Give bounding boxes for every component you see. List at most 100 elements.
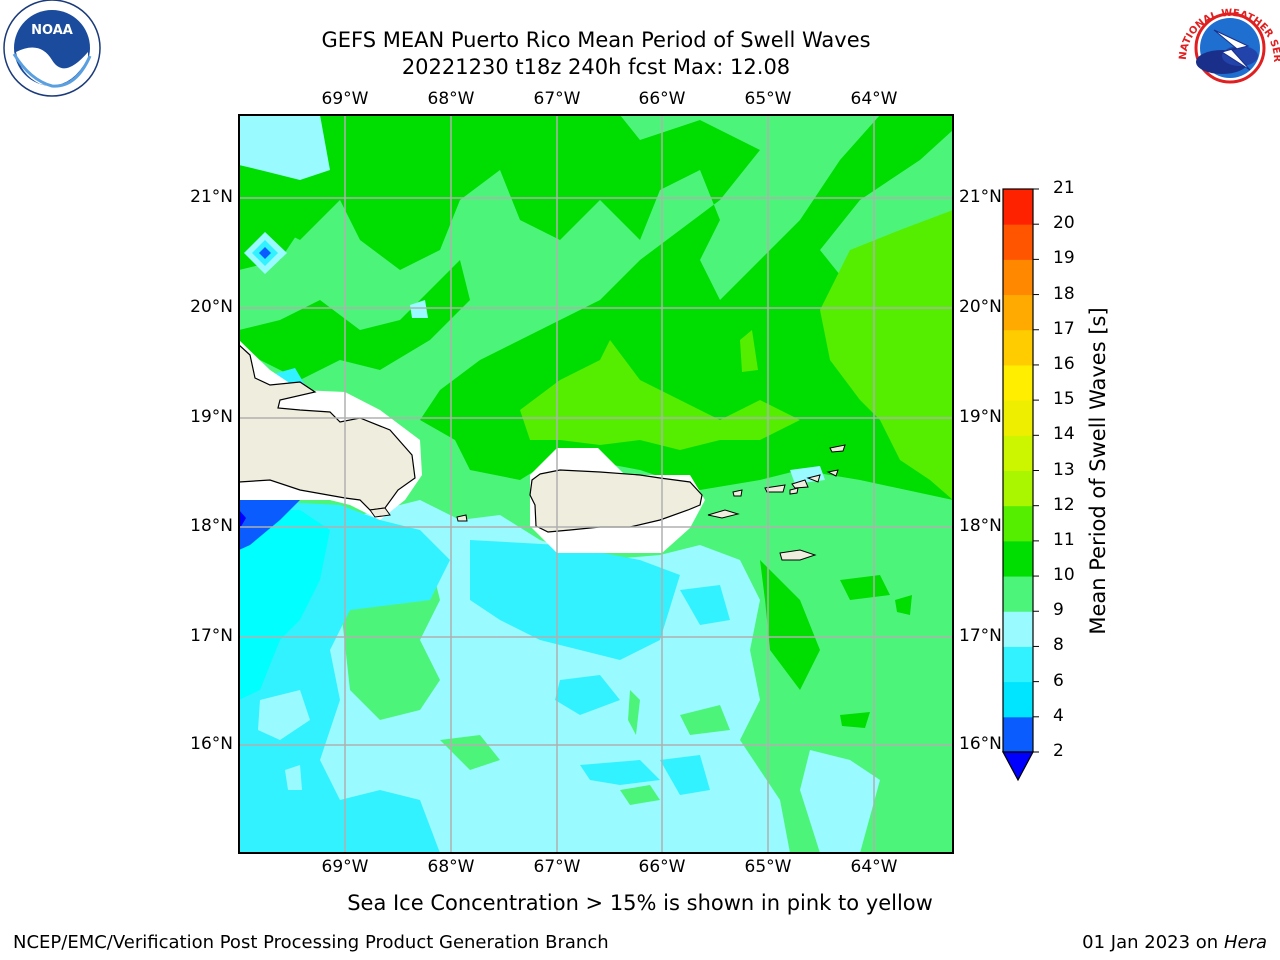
colorbar-tick-label: 19 xyxy=(1053,248,1075,269)
colorbar-bin xyxy=(1003,646,1033,683)
field-8-9 xyxy=(239,115,330,180)
field-4-6 xyxy=(239,510,330,700)
lat-label-right: 16°N xyxy=(959,734,1002,754)
field-8-9 xyxy=(285,765,302,790)
lat-label-right: 20°N xyxy=(959,297,1002,317)
lat-label-left: 17°N xyxy=(190,626,233,646)
field-10-11 xyxy=(840,712,870,728)
colorbar xyxy=(1001,188,1039,782)
field-10-11 xyxy=(895,595,912,615)
field-9-10 xyxy=(440,735,500,770)
map-title: GEFS MEAN Puerto Rico Mean Period of Swe… xyxy=(321,28,871,52)
colorbar-bin xyxy=(1003,329,1033,366)
field-6-8 xyxy=(470,540,680,660)
field-below-2 xyxy=(239,510,246,530)
land-vieques xyxy=(707,509,740,519)
field-10-11 xyxy=(760,560,820,690)
field-8-9 xyxy=(258,690,310,740)
colorbar-tick-label: 15 xyxy=(1053,389,1075,410)
colorbar-bin xyxy=(1003,716,1033,753)
lat-label-left: 20°N xyxy=(190,297,233,317)
colorbar-extend xyxy=(1001,751,1035,782)
colorbar-tick-label: 21 xyxy=(1053,178,1075,198)
colorbar-tick-label: 6 xyxy=(1053,670,1064,691)
lat-label-left: 18°N xyxy=(190,516,233,536)
colorbar-tick-label: 2 xyxy=(1053,741,1064,761)
lon-label-top: 65°W xyxy=(744,89,792,109)
field-6-8 xyxy=(580,760,660,785)
lat-label-right: 21°N xyxy=(959,187,1002,207)
lat-label-left: 19°N xyxy=(190,407,233,427)
lat-label-right: 18°N xyxy=(959,516,1002,536)
field-11-12 xyxy=(740,330,758,372)
field-6-8 xyxy=(660,755,710,795)
colorbar-tick-label: 20 xyxy=(1053,213,1075,234)
colorbar-tick-label: 16 xyxy=(1053,353,1075,374)
field-11-12 xyxy=(820,210,953,500)
lon-label-top: 67°W xyxy=(533,89,581,109)
land-hispaniola xyxy=(239,344,416,511)
lat-label-right: 17°N xyxy=(959,626,1002,646)
land-virgin-islands xyxy=(764,474,821,495)
field-8-9 xyxy=(800,750,880,853)
gridlines xyxy=(239,115,953,853)
colorbar-label: Mean Period of Swell Waves [s] xyxy=(1086,307,1110,635)
lon-label-bottom: 67°W xyxy=(533,857,581,877)
colorbar-bin xyxy=(1003,364,1033,401)
field-2-4 xyxy=(259,247,271,259)
colorbar-bin xyxy=(1003,294,1033,331)
lon-label-top: 66°W xyxy=(638,89,686,109)
land-culebra xyxy=(732,489,743,497)
colorbar-tick-label: 17 xyxy=(1053,318,1075,339)
map-frame xyxy=(238,114,954,854)
colorbar-bin xyxy=(1003,435,1033,471)
colorbar-bin xyxy=(1003,681,1033,718)
colorbar-bin xyxy=(1003,400,1033,436)
lon-label-bottom: 68°W xyxy=(427,857,475,877)
footer-host: Hera xyxy=(1223,932,1267,953)
field-8-9 xyxy=(410,300,428,318)
colorbar-tick-label: 4 xyxy=(1053,705,1064,726)
colorbar-tick-label: 18 xyxy=(1053,283,1075,304)
field-9-10 xyxy=(620,785,660,805)
colorbar-tick-label: 14 xyxy=(1053,424,1075,445)
lon-label-bottom: 64°W xyxy=(850,857,898,877)
land-puerto-rico xyxy=(529,469,703,533)
colorbar-bin xyxy=(1003,224,1033,260)
field-10-11 xyxy=(840,575,890,600)
land-anegada xyxy=(826,444,846,477)
footer-date-text: 01 Jan 2023 on xyxy=(1082,932,1224,953)
field-11-12 xyxy=(520,340,800,450)
colorbar-tick-label: 11 xyxy=(1053,529,1075,550)
footer-credit: NCEP/EMC/Verification Post Processing Pr… xyxy=(13,932,609,953)
colorbar-tick-label: 8 xyxy=(1053,635,1064,656)
field-2-4 xyxy=(239,500,300,550)
colorbar-bin xyxy=(1003,576,1033,612)
land-mona xyxy=(456,514,468,522)
lat-label-left: 16°N xyxy=(190,734,233,754)
colorbar-bin xyxy=(1003,189,1033,225)
sea-ice-note: Sea Ice Concentration > 15% is shown in … xyxy=(347,891,933,915)
colorbar-bin xyxy=(1003,505,1033,542)
land-island-west xyxy=(369,507,391,518)
field-6-8 xyxy=(555,675,620,715)
colorbar-tick-label: 13 xyxy=(1053,459,1075,480)
colorbar-bin xyxy=(1003,259,1033,296)
colorbar-bin xyxy=(1003,540,1033,577)
field-6-8 xyxy=(680,585,730,625)
land-st-croix xyxy=(779,549,817,561)
colorbar-tick-label: 10 xyxy=(1053,565,1075,586)
lon-label-top: 68°W xyxy=(427,89,475,109)
lon-label-top: 64°W xyxy=(850,89,898,109)
lon-label-bottom: 66°W xyxy=(638,857,686,877)
lat-label-right: 19°N xyxy=(959,407,1002,427)
lon-label-top: 69°W xyxy=(321,89,369,109)
field-9-10 xyxy=(680,705,730,735)
colorbar-tick-label: 9 xyxy=(1053,600,1064,621)
colorbar-bin xyxy=(1003,611,1033,647)
map-subtitle: 20221230 t18z 240h fcst Max: 12.08 xyxy=(401,55,791,79)
lon-label-bottom: 69°W xyxy=(321,857,369,877)
field-9-10 xyxy=(628,690,640,735)
lat-label-left: 21°N xyxy=(190,187,233,207)
lon-label-bottom: 65°W xyxy=(744,857,792,877)
